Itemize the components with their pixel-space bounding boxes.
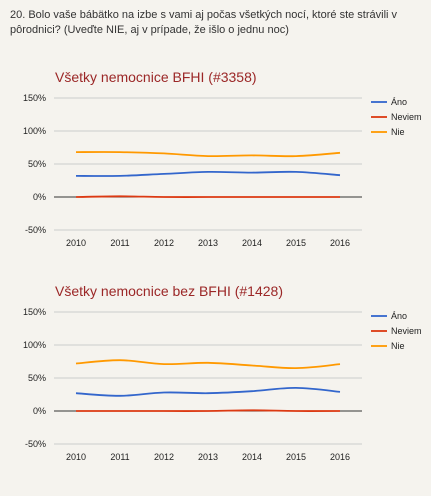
x-tick-label: 2015 (286, 452, 306, 462)
x-tick-label: 2015 (286, 238, 306, 248)
x-tick-label: 2016 (330, 238, 350, 248)
legend-label: Áno (391, 311, 407, 321)
x-tick-label: 2010 (66, 452, 86, 462)
y-tick-label: -50% (25, 439, 46, 449)
x-tick-label: 2011 (110, 238, 129, 248)
y-tick-label: -50% (25, 225, 46, 235)
x-tick-label: 2016 (330, 452, 350, 462)
y-tick-label: 50% (28, 159, 46, 169)
series-line-neviem (75, 195, 340, 198)
y-tick-label: 0% (33, 192, 46, 202)
series-line-nie (75, 151, 341, 158)
y-tick-label: 150% (23, 307, 46, 317)
x-tick-label: 2012 (154, 238, 174, 248)
x-tick-label: 2012 (154, 452, 174, 462)
legend-label: Nie (391, 341, 405, 351)
y-tick-label: 150% (23, 93, 46, 103)
legend-label: Nie (391, 127, 405, 137)
y-tick-label: 100% (23, 340, 46, 350)
legend-label: Neviem (391, 112, 422, 122)
y-tick-label: 100% (23, 126, 46, 136)
x-tick-label: 2013 (198, 238, 218, 248)
x-tick-label: 2010 (66, 238, 86, 248)
legend-label: Neviem (391, 326, 422, 336)
chart-title: Všetky nemocnice BFHI (#3358) (55, 69, 257, 85)
x-tick-label: 2014 (242, 452, 262, 462)
x-tick-label: 2013 (198, 452, 218, 462)
series-line-nie (75, 359, 341, 370)
x-tick-label: 2014 (242, 238, 262, 248)
x-tick-label: 2011 (110, 452, 129, 462)
y-tick-label: 0% (33, 406, 46, 416)
series-line-neviem (76, 409, 341, 412)
series-line-áno (75, 386, 341, 397)
line-chart-non-bfhi: Všetky nemocnice bez BFHI (#1428) 150% 100… (23, 283, 422, 462)
chart-title: Všetky nemocnice bez BFHI (#1428) (55, 283, 283, 299)
y-tick-label: 50% (28, 373, 46, 383)
question-text: 20. Bolo vaše bábätko na izbe s vami aj … (10, 9, 398, 36)
legend-label: Áno (391, 97, 407, 107)
line-chart-bfhi: Všetky nemocnice BFHI (#3358) 150% 100% 50%… (23, 69, 422, 248)
series-line-áno (75, 170, 341, 177)
